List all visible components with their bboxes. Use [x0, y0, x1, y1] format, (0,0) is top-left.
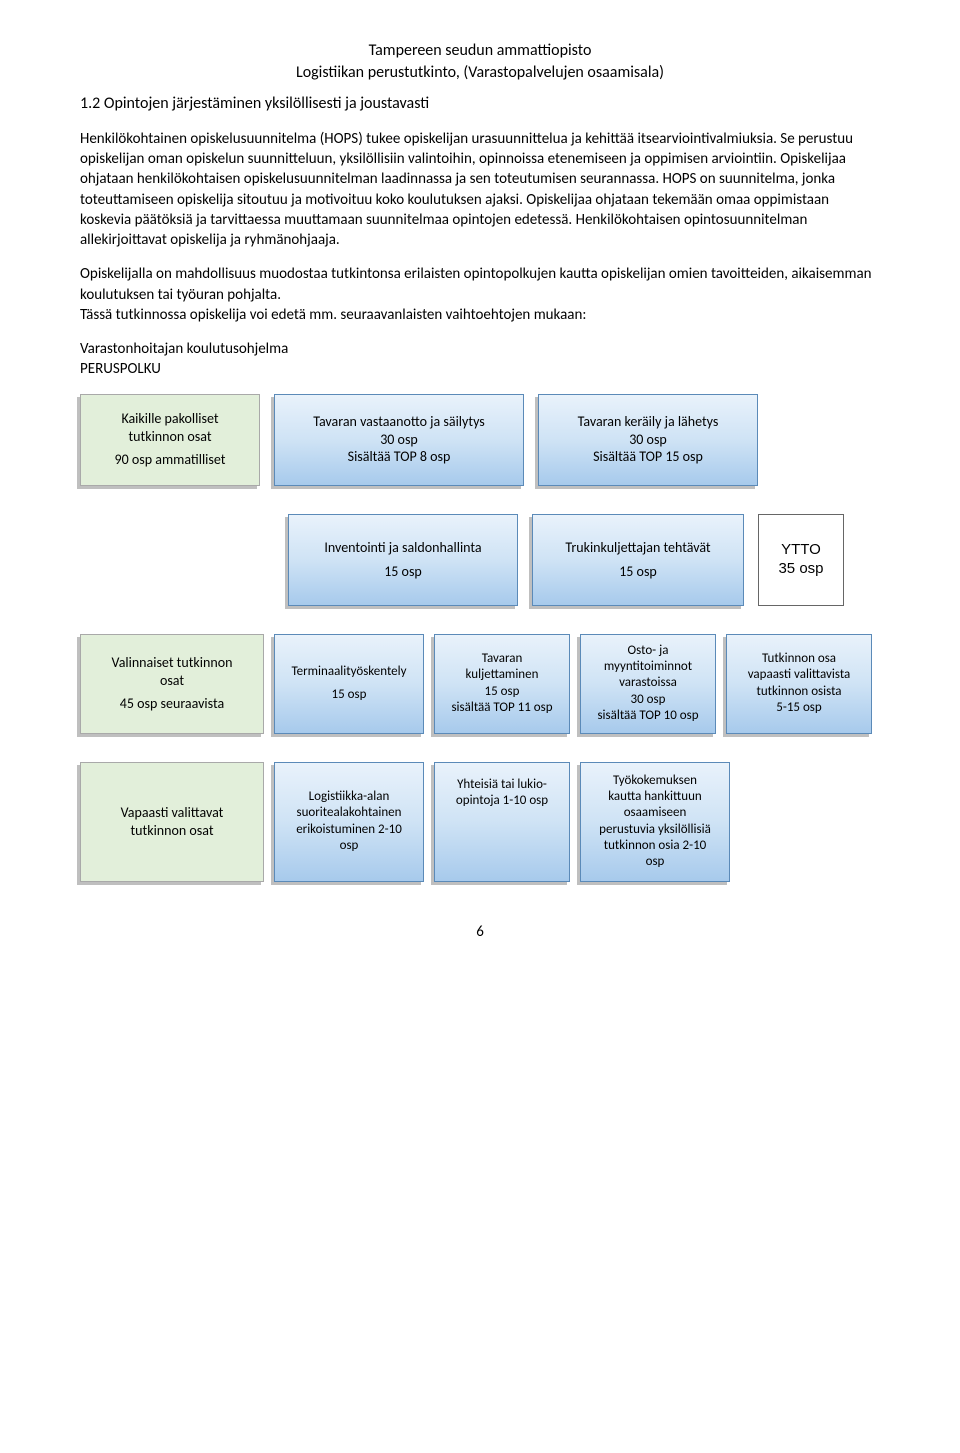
card-text: Terminaalityöskentely [291, 664, 406, 680]
card-text: opintoja 1-10 osp [456, 793, 548, 809]
card-transport: Tavaran kuljettaminen 15 osp sisältää TO… [434, 634, 570, 734]
paragraph-1: Henkilökohtainen opiskelusuunnitelma (HO… [80, 129, 880, 251]
card-text: Tavaran vastaanotto ja säilytys [313, 413, 485, 431]
card-goods-picking: Tavaran keräily ja lähetys 30 osp Sisält… [538, 394, 758, 486]
section-title: 1.2 Opintojen järjestäminen yksilöllises… [80, 93, 880, 115]
row-2: Inventointi ja saldonhallinta 15 osp Tru… [288, 514, 880, 606]
card-text: osaamiseen [624, 805, 687, 821]
paragraph-3: Tässä tutkinnossa opiskelija voi edetä m… [80, 305, 880, 325]
card-text: myyntitoiminnot [604, 659, 692, 675]
card-text: 30 osp [629, 431, 667, 449]
card-text: Valinnaiset tutkinnon [112, 654, 233, 672]
card-text: 45 osp seuraavista [120, 695, 224, 713]
card-terminal-work: Terminaalityöskentely 15 osp [274, 634, 424, 734]
card-text: sisältää TOP 11 osp [451, 700, 552, 716]
card-inventory: Inventointi ja saldonhallinta 15 osp [288, 514, 518, 606]
card-text: Sisältää TOP 15 osp [593, 448, 703, 466]
header-line-1: Tampereen seudun ammattiopisto [80, 40, 880, 62]
card-text: tutkinnon osat [130, 822, 213, 840]
card-text: Inventointi ja saldonhallinta [324, 539, 481, 557]
card-text: Tavaran keräily ja lähetys [578, 413, 719, 431]
paragraph-2: Opiskelijalla on mahdollisuus muodostaa … [80, 264, 880, 305]
card-text: perustuvia yksilöllisiä [599, 822, 711, 838]
card-text: sisältää TOP 10 osp [597, 708, 698, 724]
card-text: 15 osp [619, 563, 657, 581]
card-text: osat [160, 672, 184, 690]
card-text: Kaikille pakolliset [121, 410, 218, 428]
header-line-2: Logistiikan perustutkinto, (Varastopalve… [80, 62, 880, 84]
card-text: Vapaasti valittavat [121, 804, 224, 822]
card-text: suoritealakohtainen [297, 805, 402, 821]
card-text: 15 osp [485, 684, 520, 700]
card-text: 5-15 osp [776, 700, 821, 716]
card-text: Tavaran [482, 651, 523, 667]
card-ytto: YTTO 35 osp [758, 514, 844, 606]
card-text: kuljettaminen [466, 667, 539, 683]
card-optional-parts: Valinnaiset tutkinnon osat 45 osp seuraa… [80, 634, 264, 734]
card-work-experience: Työkokemuksen kautta hankittuun osaamise… [580, 762, 730, 882]
program-line-2: PERUSPOLKU [80, 360, 161, 378]
program-label: Varastonhoitajan koulutusohjelma PERUSPO… [80, 339, 880, 380]
card-purchasing: Osto- ja myyntitoiminnot varastoissa 30 … [580, 634, 716, 734]
card-text: osp [646, 854, 665, 870]
row-1: Kaikille pakolliset tutkinnon osat 90 os… [80, 394, 880, 486]
program-line-1: Varastonhoitajan koulutusohjelma [80, 340, 288, 358]
card-text: tutkinnon osista [756, 684, 841, 700]
row-3: Valinnaiset tutkinnon osat 45 osp seuraa… [80, 634, 880, 734]
card-text: Trukinkuljettajan tehtävät [565, 539, 710, 557]
card-goods-reception: Tavaran vastaanotto ja säilytys 30 osp S… [274, 394, 524, 486]
card-text: 30 osp [380, 431, 418, 449]
page-number: 6 [80, 922, 880, 942]
page-header: Tampereen seudun ammattiopisto Logistiik… [80, 40, 880, 83]
card-text: kautta hankittuun [608, 789, 702, 805]
card-text: osp [340, 838, 359, 854]
card-text: 15 osp [332, 687, 367, 703]
card-common-studies: Yhteisiä tai lukio- opintoja 1-10 osp [434, 762, 570, 882]
card-text: 35 osp [778, 560, 823, 579]
card-text: Yhteisiä tai lukio- [457, 777, 547, 793]
card-text: YTTO [781, 541, 821, 560]
card-text: 90 osp ammatilliset [115, 451, 226, 469]
card-text: Työkokemuksen [613, 773, 697, 789]
card-text: 30 osp [631, 692, 666, 708]
card-text: varastoissa [619, 675, 677, 691]
card-logistics-specialization: Logistiikka-alan suoritealakohtainen eri… [274, 762, 424, 882]
card-text: Tutkinnon osa [762, 651, 836, 667]
card-text: Osto- ja [628, 643, 669, 659]
card-free-choice-part: Tutkinnon osa vapaasti valittavista tutk… [726, 634, 872, 734]
card-text: tutkinnon osat [128, 428, 211, 446]
card-text: erikoistuminen 2-10 [296, 822, 402, 838]
card-free-electives: Vapaasti valittavat tutkinnon osat [80, 762, 264, 882]
card-text: 15 osp [384, 563, 422, 581]
row-4: Vapaasti valittavat tutkinnon osat Logis… [80, 762, 880, 882]
card-text: Sisältää TOP 8 osp [348, 448, 451, 466]
card-text: Logistiikka-alan [309, 789, 390, 805]
card-text: vapaasti valittavista [748, 667, 851, 683]
card-mandatory-parts: Kaikille pakolliset tutkinnon osat 90 os… [80, 394, 260, 486]
card-text: tutkinnon osia 2-10 [604, 838, 707, 854]
card-forklift: Trukinkuljettajan tehtävät 15 osp [532, 514, 744, 606]
